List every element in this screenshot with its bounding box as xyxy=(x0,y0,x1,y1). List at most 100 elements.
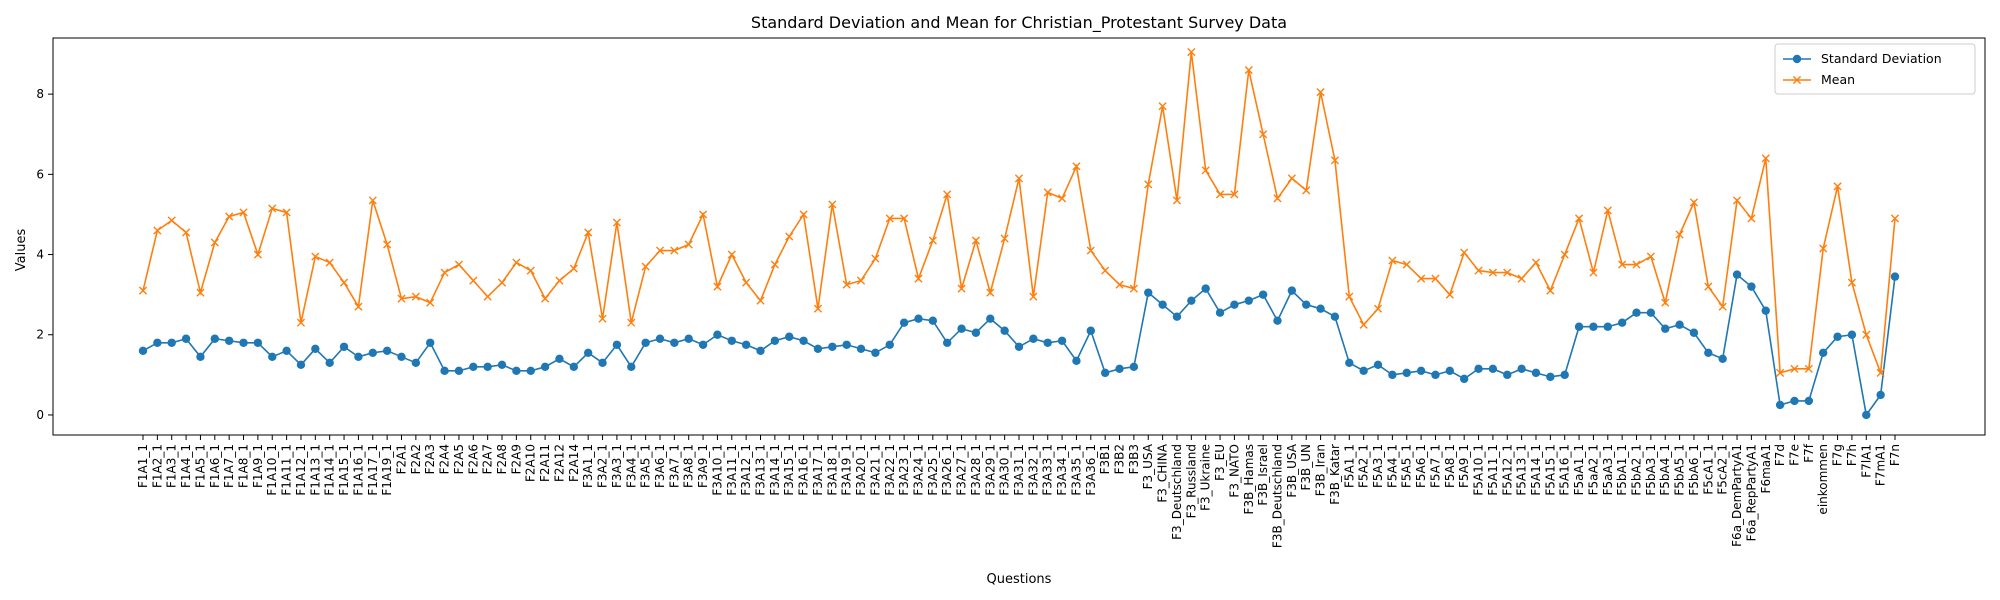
mean-point xyxy=(225,212,234,221)
mean-point xyxy=(167,216,176,225)
x-tick-label: F5A14_1 xyxy=(1529,444,1543,496)
standard-deviation-point xyxy=(770,336,780,345)
mean-point xyxy=(1158,102,1167,111)
x-tick-label: F3A32_1 xyxy=(1026,444,1040,496)
standard-deviation-point xyxy=(1790,396,1799,406)
mean-point xyxy=(713,282,722,291)
mean-point xyxy=(957,284,966,293)
x-tick-label: F3A34_1 xyxy=(1055,444,1069,496)
x-tick-label: F2A10 xyxy=(524,444,538,482)
standard-deviation-point xyxy=(1560,370,1569,380)
mean-point xyxy=(339,278,349,287)
mean-point xyxy=(1431,274,1440,283)
mean-point xyxy=(1201,166,1210,175)
standard-deviation-point xyxy=(1000,326,1009,335)
standard-deviation-point xyxy=(1043,338,1052,347)
x-tick-label: F5bA6_1 xyxy=(1687,444,1701,496)
mean-point xyxy=(684,240,693,249)
x-tick-label: F5A10_1 xyxy=(1472,444,1486,496)
mean-point xyxy=(1675,230,1684,239)
x-tick-label: F1A13_1 xyxy=(308,444,322,496)
mean-point xyxy=(1129,284,1138,293)
x-tick-label: F3A19_1 xyxy=(840,444,854,496)
mean-point xyxy=(1704,282,1713,291)
standard-deviation-point xyxy=(1732,270,1742,279)
x-tick-label: F3_Deutschland xyxy=(1170,444,1184,540)
standard-deviation-point xyxy=(713,330,722,339)
x-tick-label: F3A20_1 xyxy=(854,444,868,496)
standard-deviation-point xyxy=(1646,308,1656,317)
x-tick-label: F3A36_1 xyxy=(1084,444,1098,496)
mean-point xyxy=(842,280,851,289)
x-tick-label: F3B1 xyxy=(1098,444,1112,474)
standard-deviation-point xyxy=(1373,360,1383,370)
standard-deviation-point xyxy=(1488,364,1498,374)
x-tick-label: F5A6_1 xyxy=(1414,444,1428,488)
standard-deviation-point xyxy=(641,338,650,347)
mean-point xyxy=(1790,364,1799,373)
standard-deviation-point xyxy=(512,366,521,376)
x-tick-label: F5A11_1 xyxy=(1486,444,1500,496)
standard-deviation-point xyxy=(167,338,176,347)
mean-point xyxy=(282,208,291,217)
mean-point xyxy=(512,258,521,267)
standard-deviation-point xyxy=(1775,400,1785,410)
mean-point xyxy=(1273,194,1282,203)
standard-deviation-point xyxy=(1862,410,1871,420)
mean-point xyxy=(497,278,507,287)
x-tick-label: F5aA1_1 xyxy=(1572,444,1586,495)
mean-point xyxy=(1661,298,1670,307)
mean-point xyxy=(354,302,363,311)
mean-point xyxy=(469,276,478,285)
standard-deviation-point xyxy=(1144,288,1153,297)
standard-deviation-point xyxy=(1517,364,1526,374)
standard-deviation-point xyxy=(1057,336,1067,345)
standard-deviation-point xyxy=(1273,316,1282,325)
mean-point xyxy=(1316,88,1325,97)
x-tick-label: F3A5_1 xyxy=(639,444,653,488)
mean-point xyxy=(1819,244,1828,253)
mean-point xyxy=(268,204,277,213)
x-tick-label: F6a_DemPartyA1 xyxy=(1730,444,1744,547)
x-tick-label: F1A17_1 xyxy=(366,444,380,496)
standard-deviation-point xyxy=(1617,318,1627,327)
mean-point xyxy=(1618,260,1627,269)
x-tick-label: F3B_USA xyxy=(1285,443,1299,497)
standard-deviation-point xyxy=(497,360,507,370)
mean-point xyxy=(1388,256,1397,265)
legend-box xyxy=(1774,43,1976,95)
standard-deviation-point xyxy=(1014,342,1024,351)
x-tick-label: F5aA2_1 xyxy=(1586,444,1600,495)
mean-point xyxy=(943,190,952,199)
x-tick-label: F5A4_1 xyxy=(1385,444,1399,488)
standard-deviation-point xyxy=(655,334,665,343)
mean-point xyxy=(311,252,320,261)
mean-point xyxy=(196,288,205,297)
mean-point xyxy=(1876,368,1885,377)
standard-deviation-point xyxy=(325,358,334,368)
standard-deviation-point xyxy=(454,366,464,376)
mean-point xyxy=(1689,198,1699,207)
standard-deviation-point xyxy=(1632,308,1641,317)
standard-deviation-point xyxy=(1675,320,1684,329)
x-axis-label: Questions xyxy=(987,572,1052,587)
x-tick-label: einkommen xyxy=(1816,444,1830,515)
standard-deviation-point xyxy=(1431,370,1440,380)
x-tick-label: F3_Ukraine xyxy=(1199,444,1213,511)
standard-deviation-point xyxy=(1072,356,1081,366)
standard-deviation-point xyxy=(1359,366,1368,376)
x-tick-label: F3A12_1 xyxy=(739,444,753,496)
x-tick-label: F5A2_1 xyxy=(1357,444,1371,488)
standard-deviation-point xyxy=(382,346,392,355)
mean-point xyxy=(1287,174,1296,183)
mean-point xyxy=(1804,364,1813,373)
x-tick-label: F7e xyxy=(1787,444,1801,466)
x-tick-label: F3A3_1 xyxy=(610,444,624,488)
mean-point xyxy=(655,246,665,255)
x-tick-label: F7lA1 xyxy=(1859,444,1873,478)
x-tick-label: F3_CHINA xyxy=(1156,443,1170,502)
x-tick-label: F3A26_1 xyxy=(940,444,954,496)
standard-deviation-point xyxy=(899,318,909,327)
mean-point xyxy=(1029,292,1038,301)
mean-point xyxy=(1072,162,1081,171)
